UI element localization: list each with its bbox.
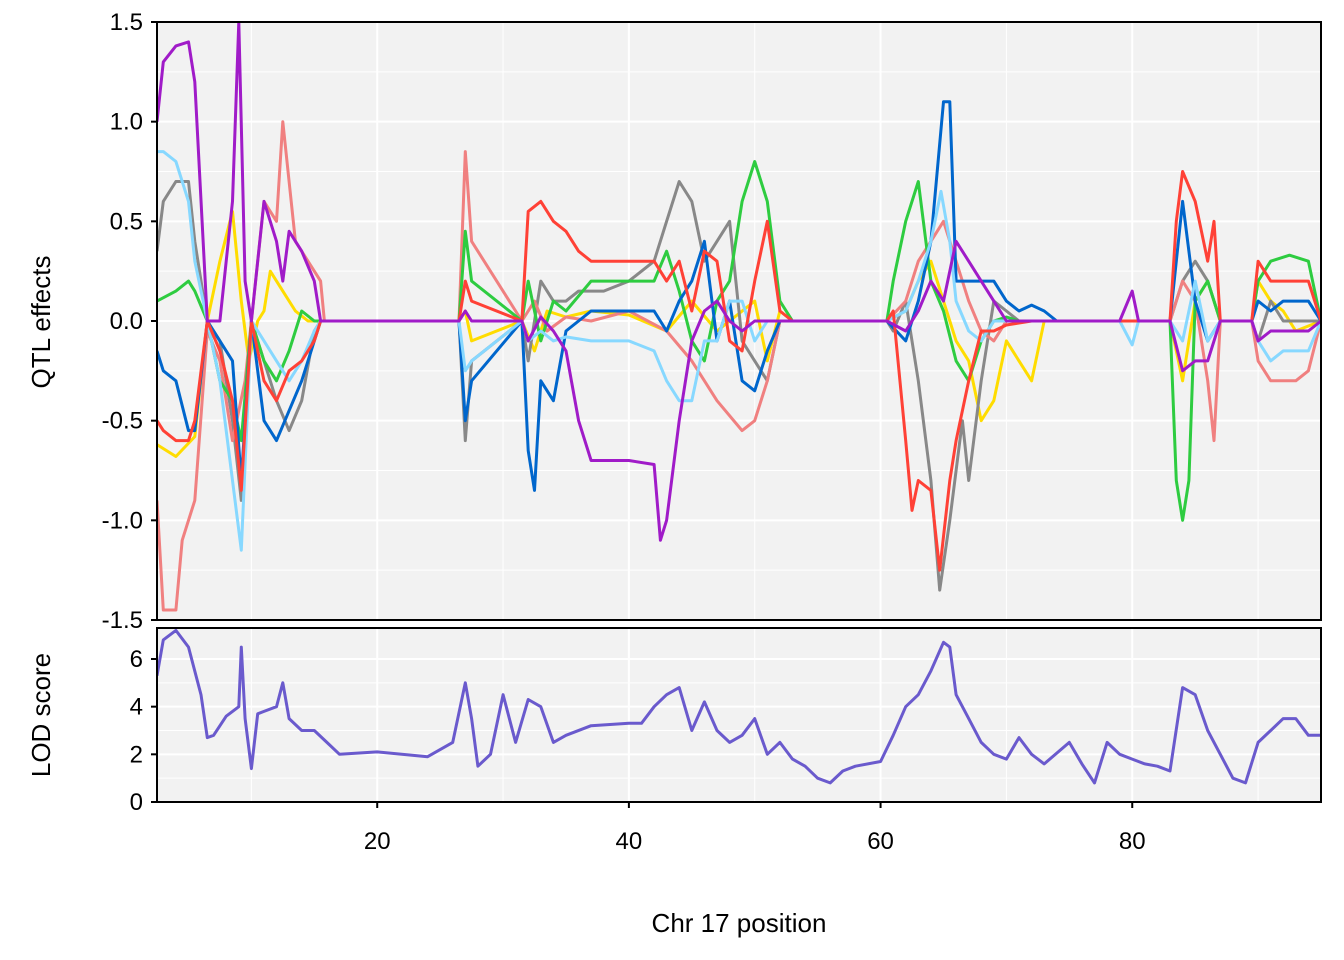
effects-y-tick-label: 0.5	[110, 208, 143, 235]
x-tick-label: 40	[616, 828, 643, 855]
x-tick-label: 80	[1119, 828, 1146, 855]
effects-y-tick-label: -1.5	[102, 607, 143, 634]
lod-y-tick-label: 6	[130, 646, 143, 673]
lod-y-tick-label: 2	[130, 741, 143, 768]
effects-y-tick-label: 0.0	[110, 308, 143, 335]
effects-series-line-4	[157, 160, 1321, 522]
effects-y-tick-label: -0.5	[102, 408, 143, 435]
lod-panel-border	[156, 627, 1322, 803]
effects-y-tick-label: 1.5	[110, 9, 143, 36]
effects-y-tick-label: -1.0	[102, 507, 143, 534]
lod-panel-background	[157, 628, 1321, 802]
lod-y-tick-label: 4	[130, 694, 143, 721]
lod-series-line-1	[157, 628, 1321, 785]
lod-y-axis-title: LOD score	[26, 653, 56, 777]
effects-series-line-1	[157, 209, 1321, 458]
effects-series-line-8	[157, 22, 1321, 542]
effects-series-line-7	[157, 170, 1321, 572]
effects-panel: -1.5 -1.0 -0.5 0.0 0.5 1.0 1.5	[102, 9, 1322, 634]
effects-y-tick-label: 1.0	[110, 109, 143, 136]
lod-series-group	[157, 628, 1321, 785]
lod-panel: 0 2 4 6 20 40 60 80	[130, 627, 1322, 855]
x-tick-label: 20	[364, 828, 391, 855]
effects-y-axis-title: QTL effects	[26, 256, 56, 389]
lod-y-tick-label: 0	[130, 789, 143, 816]
x-axis-title: Chr 17 position	[652, 908, 827, 938]
effects-series-group	[157, 22, 1321, 612]
x-tick-label: 60	[867, 828, 894, 855]
